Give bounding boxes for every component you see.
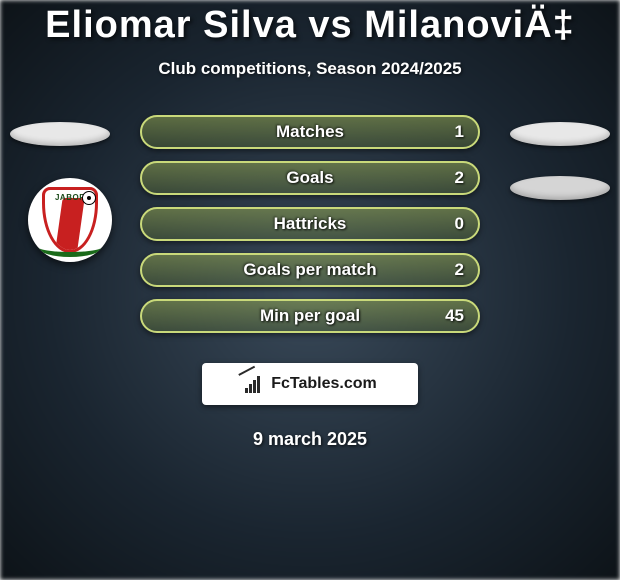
bar-chart-icon <box>243 375 265 393</box>
stat-label: Goals per match <box>243 260 376 280</box>
stat-label: Matches <box>276 122 344 142</box>
stat-label: Min per goal <box>260 306 360 326</box>
stat-label: Hattricks <box>274 214 347 234</box>
stat-row-goals: Goals 2 <box>0 161 620 195</box>
stat-row-min-per-goal: Min per goal 45 <box>0 299 620 333</box>
stat-value: 0 <box>455 214 464 234</box>
stat-bar: Min per goal 45 <box>140 299 480 333</box>
stat-value: 2 <box>455 260 464 280</box>
stat-bar: Goals per match 2 <box>140 253 480 287</box>
stat-label: Goals <box>286 168 333 188</box>
content-container: Eliomar Silva vs MilanoviÄ‡ Club competi… <box>0 0 620 580</box>
stat-value: 2 <box>455 168 464 188</box>
source-badge-text: FcTables.com <box>271 375 377 393</box>
stat-row-goals-per-match: Goals per match 2 <box>0 253 620 287</box>
stats-container: Matches 1 Goals 2 Hattricks 0 Goals per … <box>0 115 620 345</box>
stat-row-hattricks: Hattricks 0 <box>0 207 620 241</box>
stat-bar: Matches 1 <box>140 115 480 149</box>
page-subtitle: Club competitions, Season 2024/2025 <box>158 59 461 79</box>
stat-value: 1 <box>455 122 464 142</box>
source-badge[interactable]: FcTables.com <box>202 363 418 405</box>
stat-bar: Goals 2 <box>140 161 480 195</box>
date-label: 9 march 2025 <box>253 429 367 450</box>
stat-row-matches: Matches 1 <box>0 115 620 149</box>
stat-bar: Hattricks 0 <box>140 207 480 241</box>
page-title: Eliomar Silva vs MilanoviÄ‡ <box>45 4 575 47</box>
stat-value: 45 <box>445 306 464 326</box>
